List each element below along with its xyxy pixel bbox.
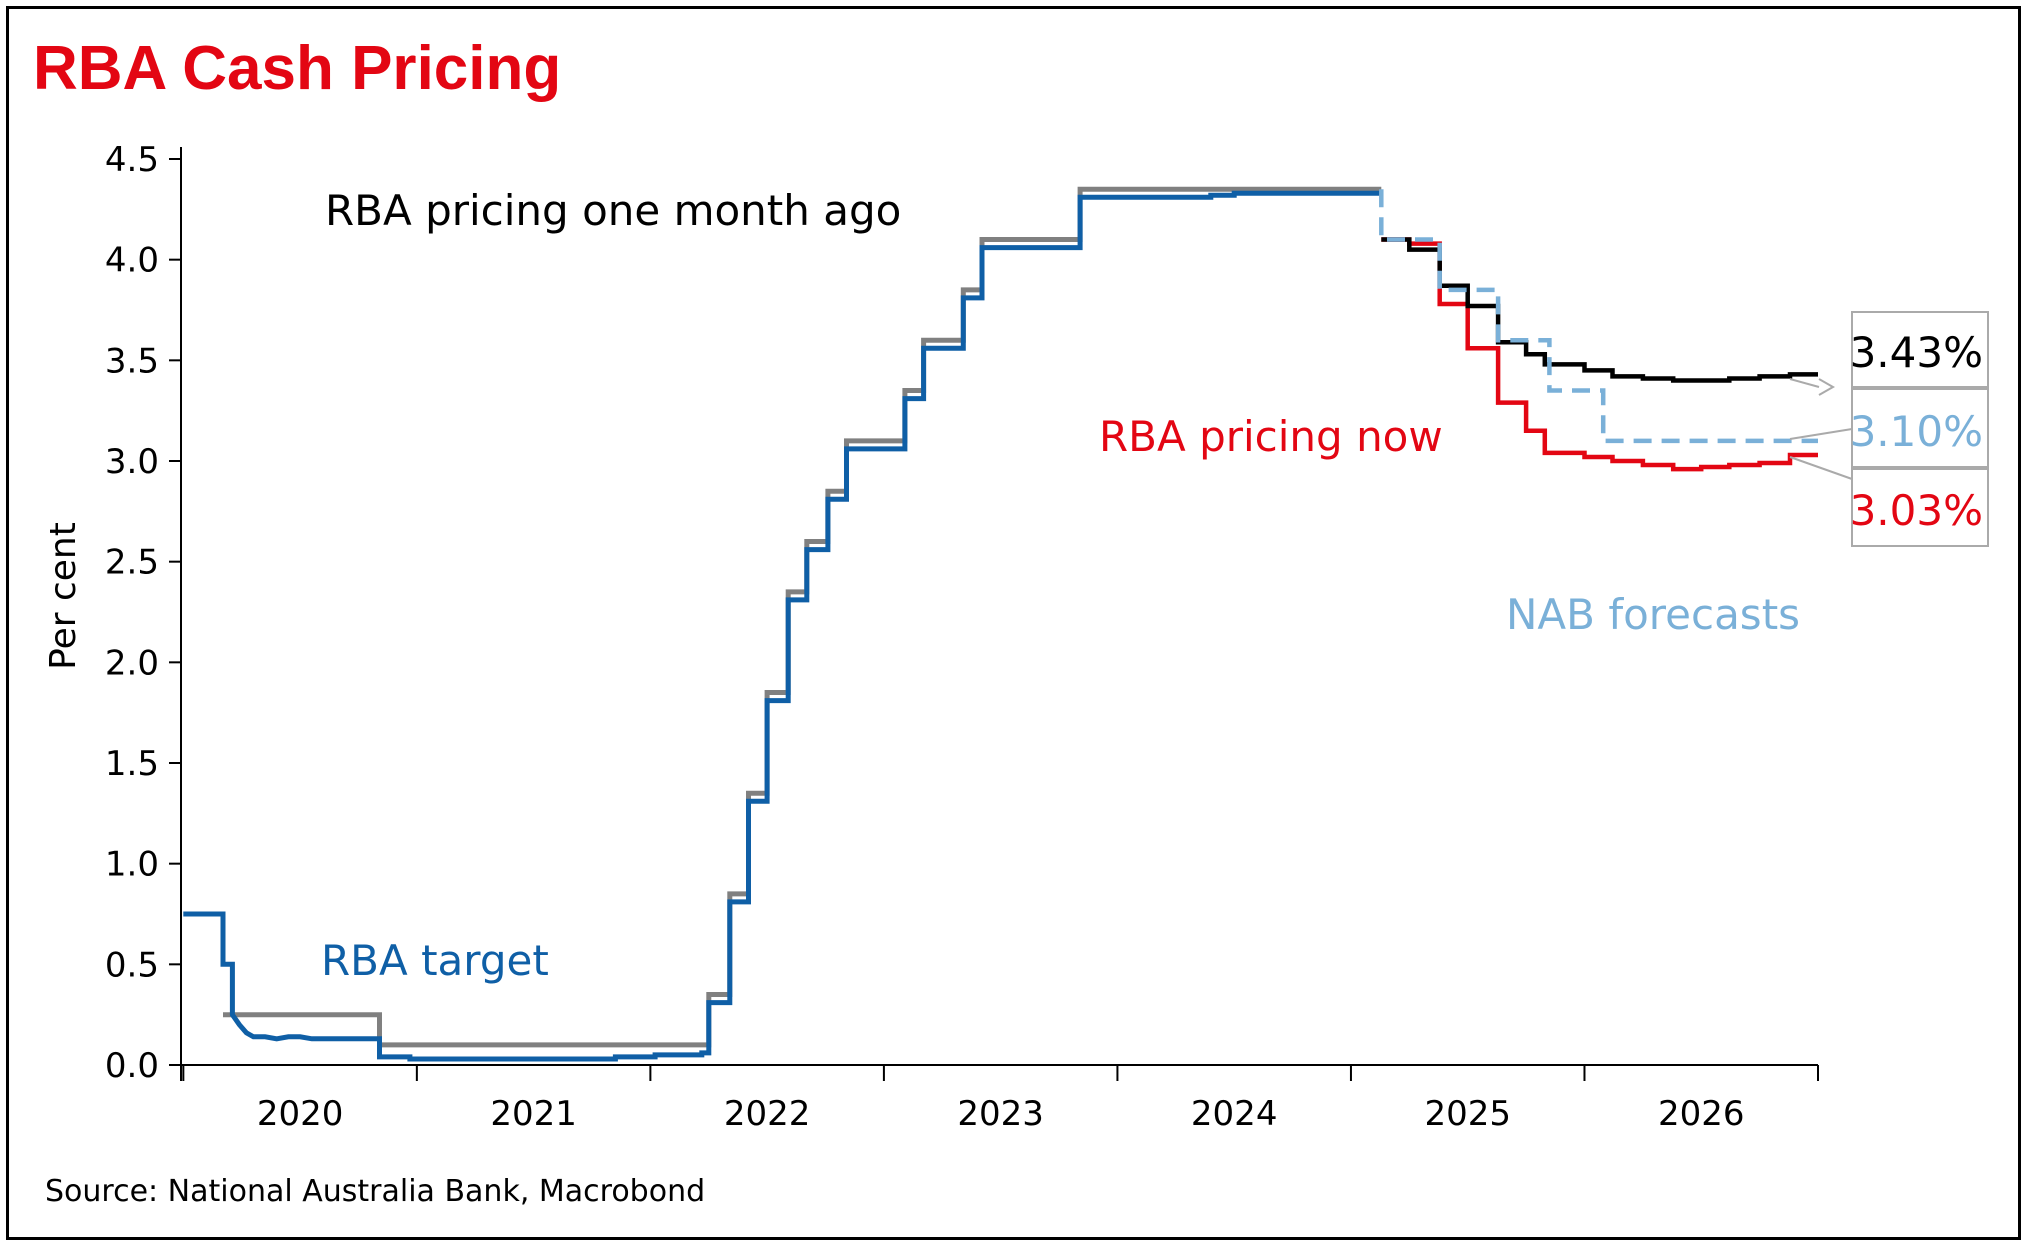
end-label-callouts: 3.43% 3.10% 3.03% (1789, 311, 1989, 547)
x-tick-label: 2025 (1424, 1094, 1511, 1134)
chart-frame: RBA Cash Pricing 0.0 0.5 1.0 1.5 2.0 2.5 3.0 3.… (6, 6, 2021, 1240)
chart-title: RBA Cash Pricing (33, 34, 561, 103)
end-label-now: 3.03% (1850, 486, 1983, 535)
callout-pointer-month-ago (1818, 378, 1836, 396)
series-layer (183, 186, 1818, 1062)
label-month-ago: RBA pricing one month ago (325, 186, 901, 235)
y-tick-label: 1.5 (105, 744, 159, 784)
y-tick-label: 3.0 (105, 442, 159, 482)
y-axis-label: Per cent (43, 522, 84, 670)
callout-leader-now (1789, 456, 1853, 480)
chart-svg: RBA Cash Pricing 0.0 0.5 1.0 1.5 2.0 2.5 3.0 3.… (33, 34, 1989, 1209)
x-tick-label: 2026 (1658, 1094, 1745, 1134)
x-tick-label: 2022 (724, 1094, 811, 1134)
y-tick-label: 2.5 (105, 543, 159, 583)
axes: 0.0 0.5 1.0 1.5 2.0 2.5 3.0 3.5 4.0 4.5 2020 2021 20… (105, 140, 1819, 1134)
y-tick-label: 0.5 (105, 945, 159, 985)
y-tick-label: 4.0 (105, 241, 159, 281)
series-line-month_ago (1381, 237, 1818, 383)
callout-box-month-ago (1851, 311, 1989, 388)
callout-box-nab (1851, 388, 1989, 468)
callout-leader-nab (1789, 428, 1853, 440)
label-now: RBA pricing now (1099, 412, 1443, 461)
series-line-nab (1379, 189, 1818, 444)
y-tick-label: 1.0 (105, 845, 159, 885)
series-line-now (1381, 237, 1818, 472)
source-note: Source: National Australia Bank, Macrobo… (45, 1174, 705, 1209)
end-label-nab: 3.10% (1850, 407, 1983, 456)
y-tick-label: 3.5 (105, 341, 159, 381)
label-target: RBA target (321, 936, 549, 985)
x-tick-label: 2023 (957, 1094, 1044, 1134)
callout-box-now (1851, 468, 1989, 547)
y-tick-label: 0.0 (105, 1046, 159, 1086)
x-tick-label: 2020 (257, 1094, 344, 1134)
callout-leader-month-ago (1789, 378, 1820, 388)
series-line-target (183, 190, 1382, 1062)
x-tick-label: 2021 (490, 1094, 577, 1134)
label-nab: NAB forecasts (1506, 590, 1800, 639)
end-label-month-ago: 3.43% (1850, 328, 1983, 377)
x-tick-label: 2024 (1191, 1094, 1278, 1134)
y-tick-label: 2.0 (105, 643, 159, 683)
y-tick-label: 4.5 (105, 140, 159, 180)
series-line-gray (223, 186, 1382, 1048)
